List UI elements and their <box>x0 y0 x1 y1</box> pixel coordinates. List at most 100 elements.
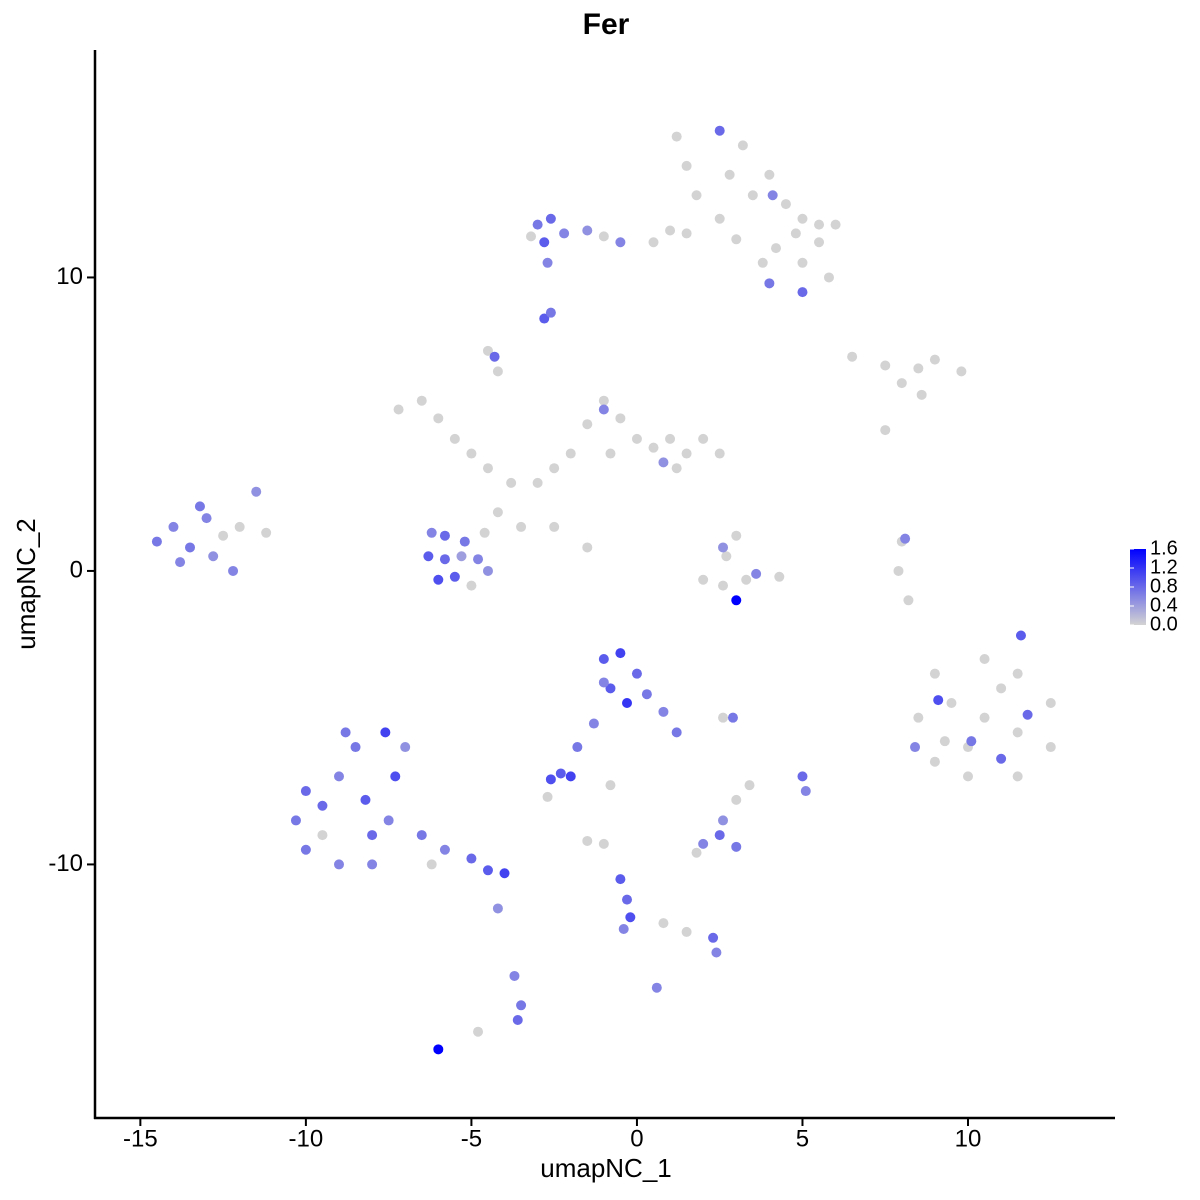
point <box>582 835 593 846</box>
point <box>714 830 725 841</box>
point <box>698 838 709 849</box>
point <box>456 551 467 562</box>
point <box>367 830 378 841</box>
point <box>933 695 944 706</box>
point <box>350 742 361 753</box>
point <box>300 786 311 797</box>
point <box>555 768 566 779</box>
x-tick-label: 10 <box>955 1125 982 1152</box>
y-axis-label: umapNC_2 <box>11 518 41 650</box>
point <box>1045 742 1056 753</box>
point <box>631 668 642 679</box>
point <box>658 918 669 929</box>
point <box>482 463 493 474</box>
colorbar-label: 0.4 <box>1150 594 1178 616</box>
point <box>466 448 477 459</box>
point <box>1022 709 1033 720</box>
point <box>482 865 493 876</box>
point <box>979 653 990 664</box>
point <box>913 712 924 723</box>
point <box>416 395 427 406</box>
point <box>698 574 709 585</box>
point <box>929 354 940 365</box>
point <box>426 859 437 870</box>
point <box>681 448 692 459</box>
point <box>539 237 550 248</box>
point <box>185 542 196 553</box>
point <box>615 874 626 885</box>
point <box>300 844 311 855</box>
point <box>261 527 272 538</box>
point <box>751 568 762 579</box>
point <box>492 903 503 914</box>
point <box>724 169 735 180</box>
point <box>482 345 493 356</box>
colorbar-label: 0.8 <box>1150 575 1178 597</box>
point <box>459 536 470 547</box>
point <box>380 727 391 738</box>
point <box>360 794 371 805</box>
point <box>681 228 692 239</box>
point <box>466 580 477 591</box>
point <box>433 413 444 424</box>
point <box>797 257 808 268</box>
point <box>340 727 351 738</box>
point <box>966 736 977 747</box>
point <box>489 351 500 362</box>
point <box>797 771 808 782</box>
point <box>598 677 609 688</box>
point <box>526 231 537 242</box>
point <box>1012 668 1023 679</box>
point <box>516 1000 527 1011</box>
point <box>714 125 725 136</box>
point <box>665 225 676 236</box>
point <box>559 228 570 239</box>
y-tick-label: 10 <box>56 263 83 290</box>
x-tick-label: 0 <box>630 1125 643 1152</box>
point <box>830 219 841 230</box>
point <box>582 419 593 430</box>
point <box>622 698 633 709</box>
point <box>433 1044 444 1055</box>
x-axis-label: umapNC_1 <box>540 1153 672 1183</box>
point <box>194 501 205 512</box>
point <box>449 433 460 444</box>
point <box>439 554 450 565</box>
point <box>473 554 484 565</box>
point <box>168 521 179 532</box>
point <box>996 683 1007 694</box>
point <box>1012 771 1023 782</box>
point <box>598 838 609 849</box>
point <box>714 448 725 459</box>
point <box>390 771 401 782</box>
point <box>718 580 729 591</box>
point <box>691 190 702 201</box>
point <box>439 530 450 541</box>
point <box>473 1026 484 1037</box>
point <box>539 313 550 324</box>
point <box>979 712 990 723</box>
point <box>903 595 914 606</box>
point <box>641 689 652 700</box>
point <box>880 360 891 371</box>
point <box>449 571 460 582</box>
point <box>516 521 527 532</box>
point <box>615 413 626 424</box>
point <box>605 683 616 694</box>
point <box>698 433 709 444</box>
point <box>747 190 758 201</box>
point <box>290 815 301 826</box>
point <box>598 404 609 415</box>
point <box>618 923 629 934</box>
point <box>423 551 434 562</box>
point <box>615 648 626 659</box>
point <box>426 527 437 538</box>
point <box>605 448 616 459</box>
point <box>439 844 450 855</box>
point <box>757 257 768 268</box>
point <box>741 574 752 585</box>
point <box>797 213 808 224</box>
point <box>671 727 682 738</box>
point <box>774 571 785 582</box>
point <box>651 982 662 993</box>
